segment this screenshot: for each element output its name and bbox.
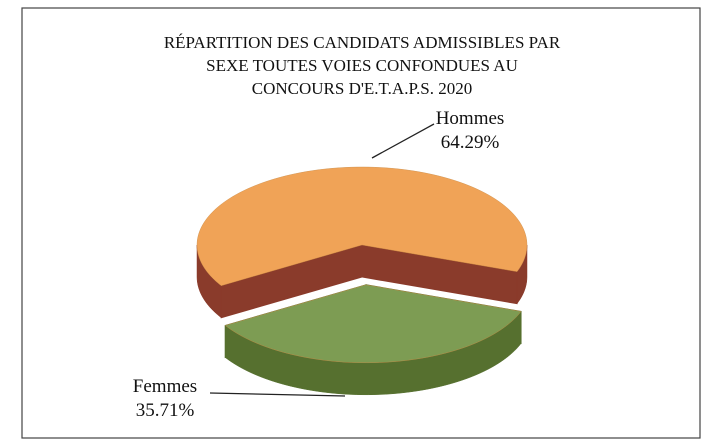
chart-title: RÉPARTITION DES CANDIDATS ADMISSIBLES PA… bbox=[164, 33, 561, 52]
value-label: 64.29% bbox=[441, 132, 500, 153]
slice bbox=[224, 284, 522, 363]
leader-line bbox=[371, 123, 435, 159]
leader-line bbox=[209, 392, 346, 397]
chart-title: CONCOURS D'E.T.A.P.S. 2020 bbox=[252, 79, 472, 98]
chart-title: SEXE TOUTES VOIES CONFONDUES AU bbox=[206, 56, 518, 75]
slice-label: Hommes bbox=[436, 108, 505, 129]
slice-label: Femmes bbox=[133, 376, 197, 397]
pie bbox=[196, 166, 528, 396]
slice bbox=[196, 166, 528, 286]
value-label: 35.71% bbox=[136, 400, 195, 421]
